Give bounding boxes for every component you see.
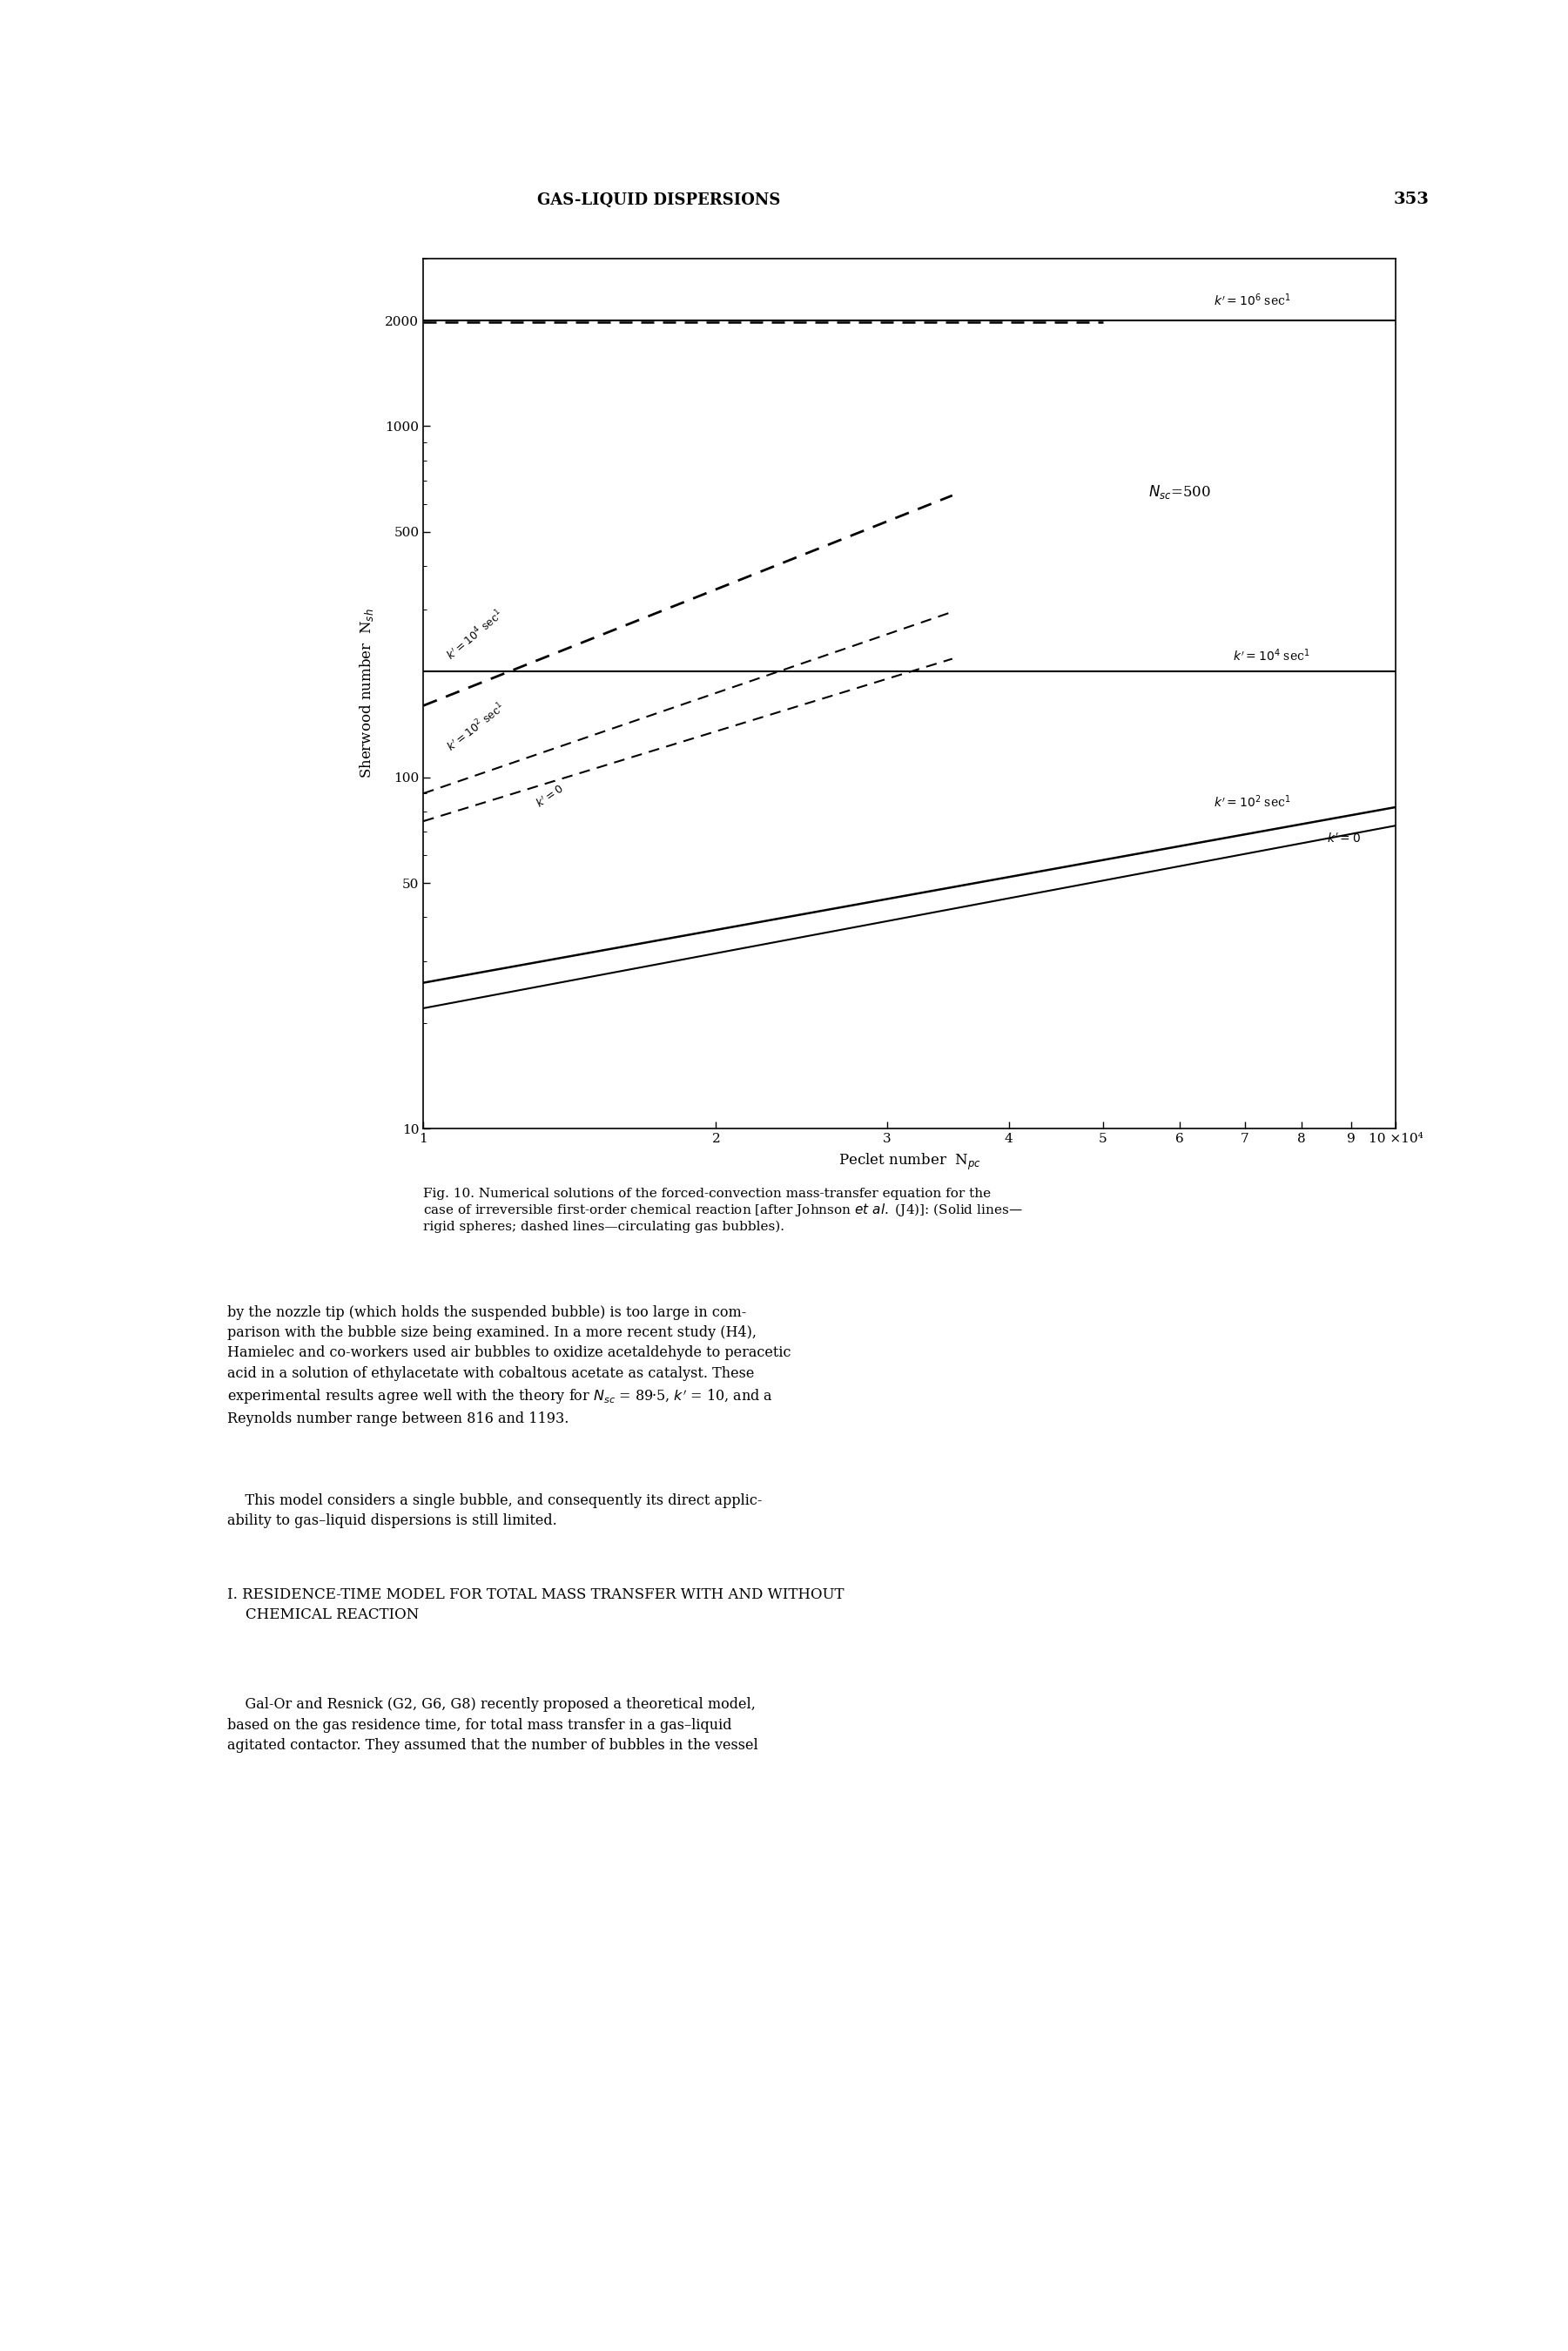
Text: 353: 353 <box>1394 193 1428 207</box>
Text: $k'=0$: $k'=0$ <box>1327 832 1361 846</box>
Text: This model considers a single bubble, and consequently its direct applic-
abilit: This model considers a single bubble, an… <box>227 1493 762 1528</box>
Text: $N_{sc}$=500: $N_{sc}$=500 <box>1148 484 1210 501</box>
Y-axis label: Sherwood number  N$_{sh}$: Sherwood number N$_{sh}$ <box>358 609 375 778</box>
X-axis label: Peclet number  N$_{pc}$: Peclet number N$_{pc}$ <box>837 1152 982 1173</box>
Text: Gal-Or and Resnick (G2, G6, G8) recently proposed a theoretical model,
based on : Gal-Or and Resnick (G2, G6, G8) recently… <box>227 1697 759 1754</box>
Text: $k'=10^2$ sec$^1$: $k'=10^2$ sec$^1$ <box>444 701 508 755</box>
Text: GAS-LIQUID DISPERSIONS: GAS-LIQUID DISPERSIONS <box>536 193 781 207</box>
Text: $k'=10^4$ sec$^1$: $k'=10^4$ sec$^1$ <box>444 607 506 663</box>
Text: $k'=0$: $k'=0$ <box>535 783 566 811</box>
Text: Fig. 10. Numerical solutions of the forced-convection mass-transfer equation for: Fig. 10. Numerical solutions of the forc… <box>423 1187 1022 1232</box>
Text: $k'=10^2$ sec$^1$: $k'=10^2$ sec$^1$ <box>1214 795 1290 811</box>
Text: by the nozzle tip (which holds the suspended bubble) is too large in com-
pariso: by the nozzle tip (which holds the suspe… <box>227 1305 792 1427</box>
Text: $k'=10^4$ sec$^1$: $k'=10^4$ sec$^1$ <box>1232 647 1309 663</box>
Text: $k'=10^6$ sec$^1$: $k'=10^6$ sec$^1$ <box>1214 292 1290 308</box>
Text: I. RESIDENCE-TIME MODEL FOR TOTAL MASS TRANSFER WITH AND WITHOUT
    CHEMICAL RE: I. RESIDENCE-TIME MODEL FOR TOTAL MASS T… <box>227 1587 844 1622</box>
